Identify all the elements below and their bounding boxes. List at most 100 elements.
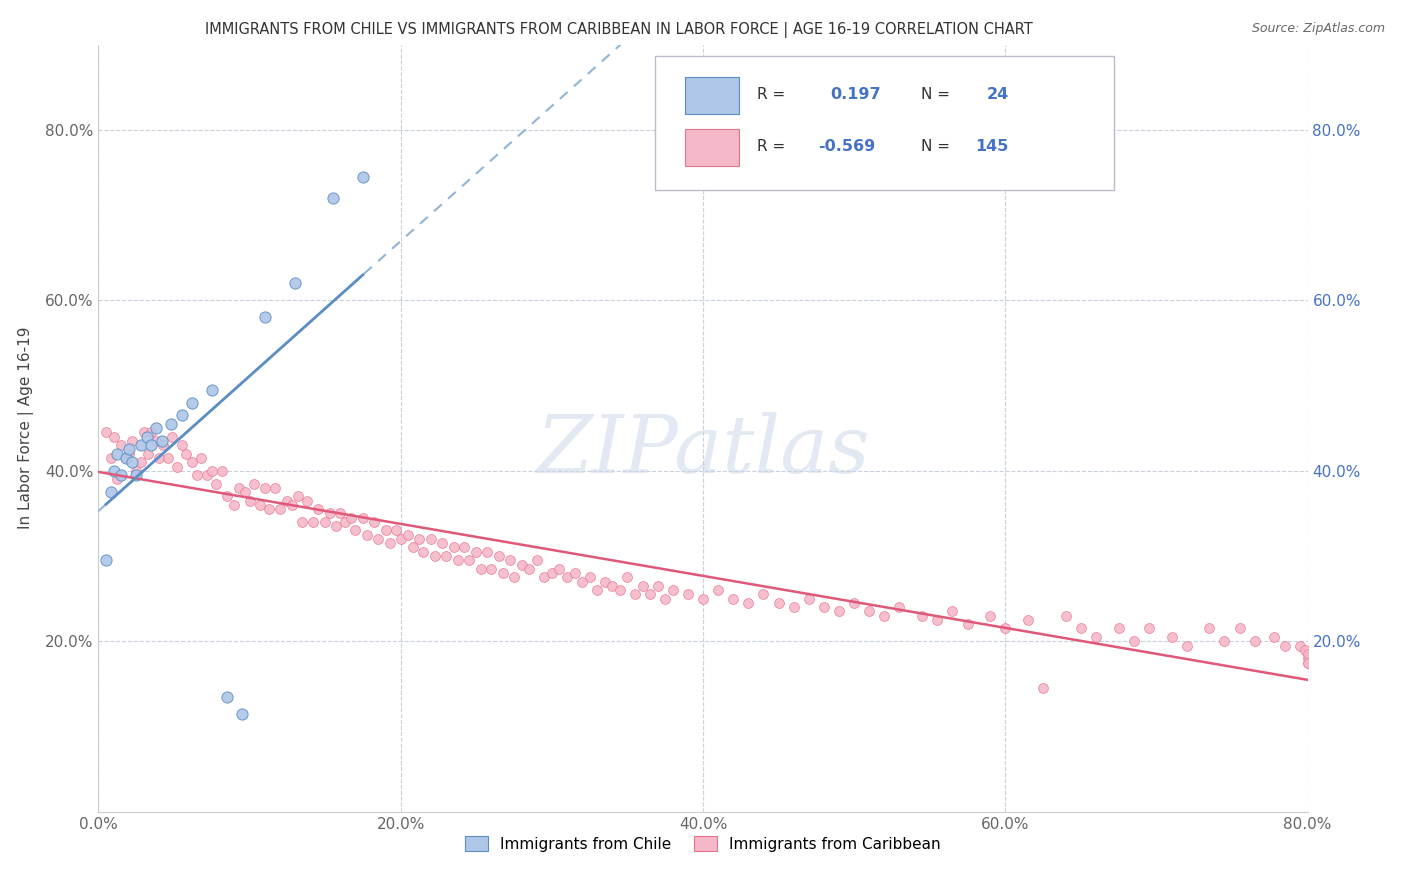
Point xyxy=(661,583,683,598)
Point xyxy=(129,455,152,469)
Text: 145: 145 xyxy=(976,139,1008,154)
Point xyxy=(1032,681,1054,695)
Point xyxy=(911,608,934,623)
Point xyxy=(156,450,179,465)
Point xyxy=(533,570,555,584)
Point xyxy=(1296,656,1319,670)
Point xyxy=(1289,639,1312,653)
Point xyxy=(145,434,167,448)
Point xyxy=(609,583,631,598)
Point xyxy=(141,425,163,440)
Point xyxy=(402,541,425,555)
Point xyxy=(783,600,806,615)
Point xyxy=(654,591,676,606)
Point xyxy=(201,383,224,397)
Point xyxy=(211,464,233,478)
Point xyxy=(224,498,246,512)
Bar xyxy=(685,77,740,113)
Point xyxy=(249,498,271,512)
Point xyxy=(132,425,155,440)
FancyBboxPatch shape xyxy=(655,56,1114,190)
Point xyxy=(1243,634,1265,648)
Point xyxy=(367,532,389,546)
Point xyxy=(269,502,291,516)
Point xyxy=(408,532,430,546)
Point xyxy=(488,549,510,563)
Point xyxy=(352,510,374,524)
Point xyxy=(322,191,344,205)
Point xyxy=(103,430,125,444)
Point xyxy=(205,476,228,491)
Point xyxy=(150,434,173,448)
Point xyxy=(125,468,148,483)
Point xyxy=(586,583,609,598)
Point xyxy=(692,591,714,606)
Point xyxy=(136,447,159,461)
Point xyxy=(737,596,759,610)
Point xyxy=(624,587,647,601)
Point xyxy=(389,532,412,546)
Point xyxy=(813,600,835,615)
Point xyxy=(201,464,224,478)
Point xyxy=(287,489,309,503)
Point xyxy=(118,442,141,457)
Point xyxy=(94,553,117,567)
Point xyxy=(325,519,347,533)
Point xyxy=(333,515,356,529)
Point xyxy=(1175,639,1198,653)
Point xyxy=(768,596,790,610)
Point xyxy=(385,524,408,538)
Point xyxy=(295,493,318,508)
Text: IMMIGRANTS FROM CHILE VS IMMIGRANTS FROM CARIBBEAN IN LABOR FORCE | AGE 16-19 CO: IMMIGRANTS FROM CHILE VS IMMIGRANTS FROM… xyxy=(205,22,1032,38)
Point xyxy=(291,515,314,529)
Point xyxy=(1229,622,1251,636)
Legend: Immigrants from Chile, Immigrants from Caribbean: Immigrants from Chile, Immigrants from C… xyxy=(458,830,948,858)
Point xyxy=(257,502,280,516)
Point xyxy=(453,541,475,555)
Point xyxy=(215,690,238,704)
Point xyxy=(412,545,434,559)
Point xyxy=(340,510,363,524)
Point xyxy=(166,459,188,474)
Point xyxy=(243,476,266,491)
Point xyxy=(253,481,276,495)
Point xyxy=(110,468,132,483)
Point xyxy=(647,579,669,593)
Text: N =: N = xyxy=(921,139,949,154)
Text: ZIPatlas: ZIPatlas xyxy=(536,412,870,490)
Point xyxy=(170,409,193,423)
Text: -0.569: -0.569 xyxy=(818,139,875,154)
Point xyxy=(152,438,174,452)
Point xyxy=(190,450,212,465)
Point xyxy=(498,553,520,567)
Point xyxy=(318,507,340,521)
Point xyxy=(797,591,820,606)
Point xyxy=(1296,647,1319,661)
Text: R =: R = xyxy=(758,87,786,102)
Point xyxy=(1122,634,1144,648)
Point xyxy=(114,450,136,465)
Text: N =: N = xyxy=(921,87,949,102)
Point xyxy=(631,579,654,593)
Point xyxy=(616,570,638,584)
Point xyxy=(121,434,143,448)
Point xyxy=(114,450,136,465)
Point xyxy=(979,608,1001,623)
Point xyxy=(430,536,453,550)
Point xyxy=(828,604,851,618)
Point xyxy=(1108,622,1130,636)
Point xyxy=(100,485,122,500)
Point xyxy=(752,587,775,601)
Point xyxy=(148,450,170,465)
Point xyxy=(186,468,208,483)
Point xyxy=(125,464,148,478)
Point xyxy=(470,562,492,576)
Point xyxy=(503,570,526,584)
Point xyxy=(481,562,503,576)
Point xyxy=(1274,639,1296,653)
Point xyxy=(162,430,184,444)
Point xyxy=(517,562,540,576)
Point xyxy=(118,447,141,461)
Point xyxy=(129,438,152,452)
Point xyxy=(121,455,143,469)
